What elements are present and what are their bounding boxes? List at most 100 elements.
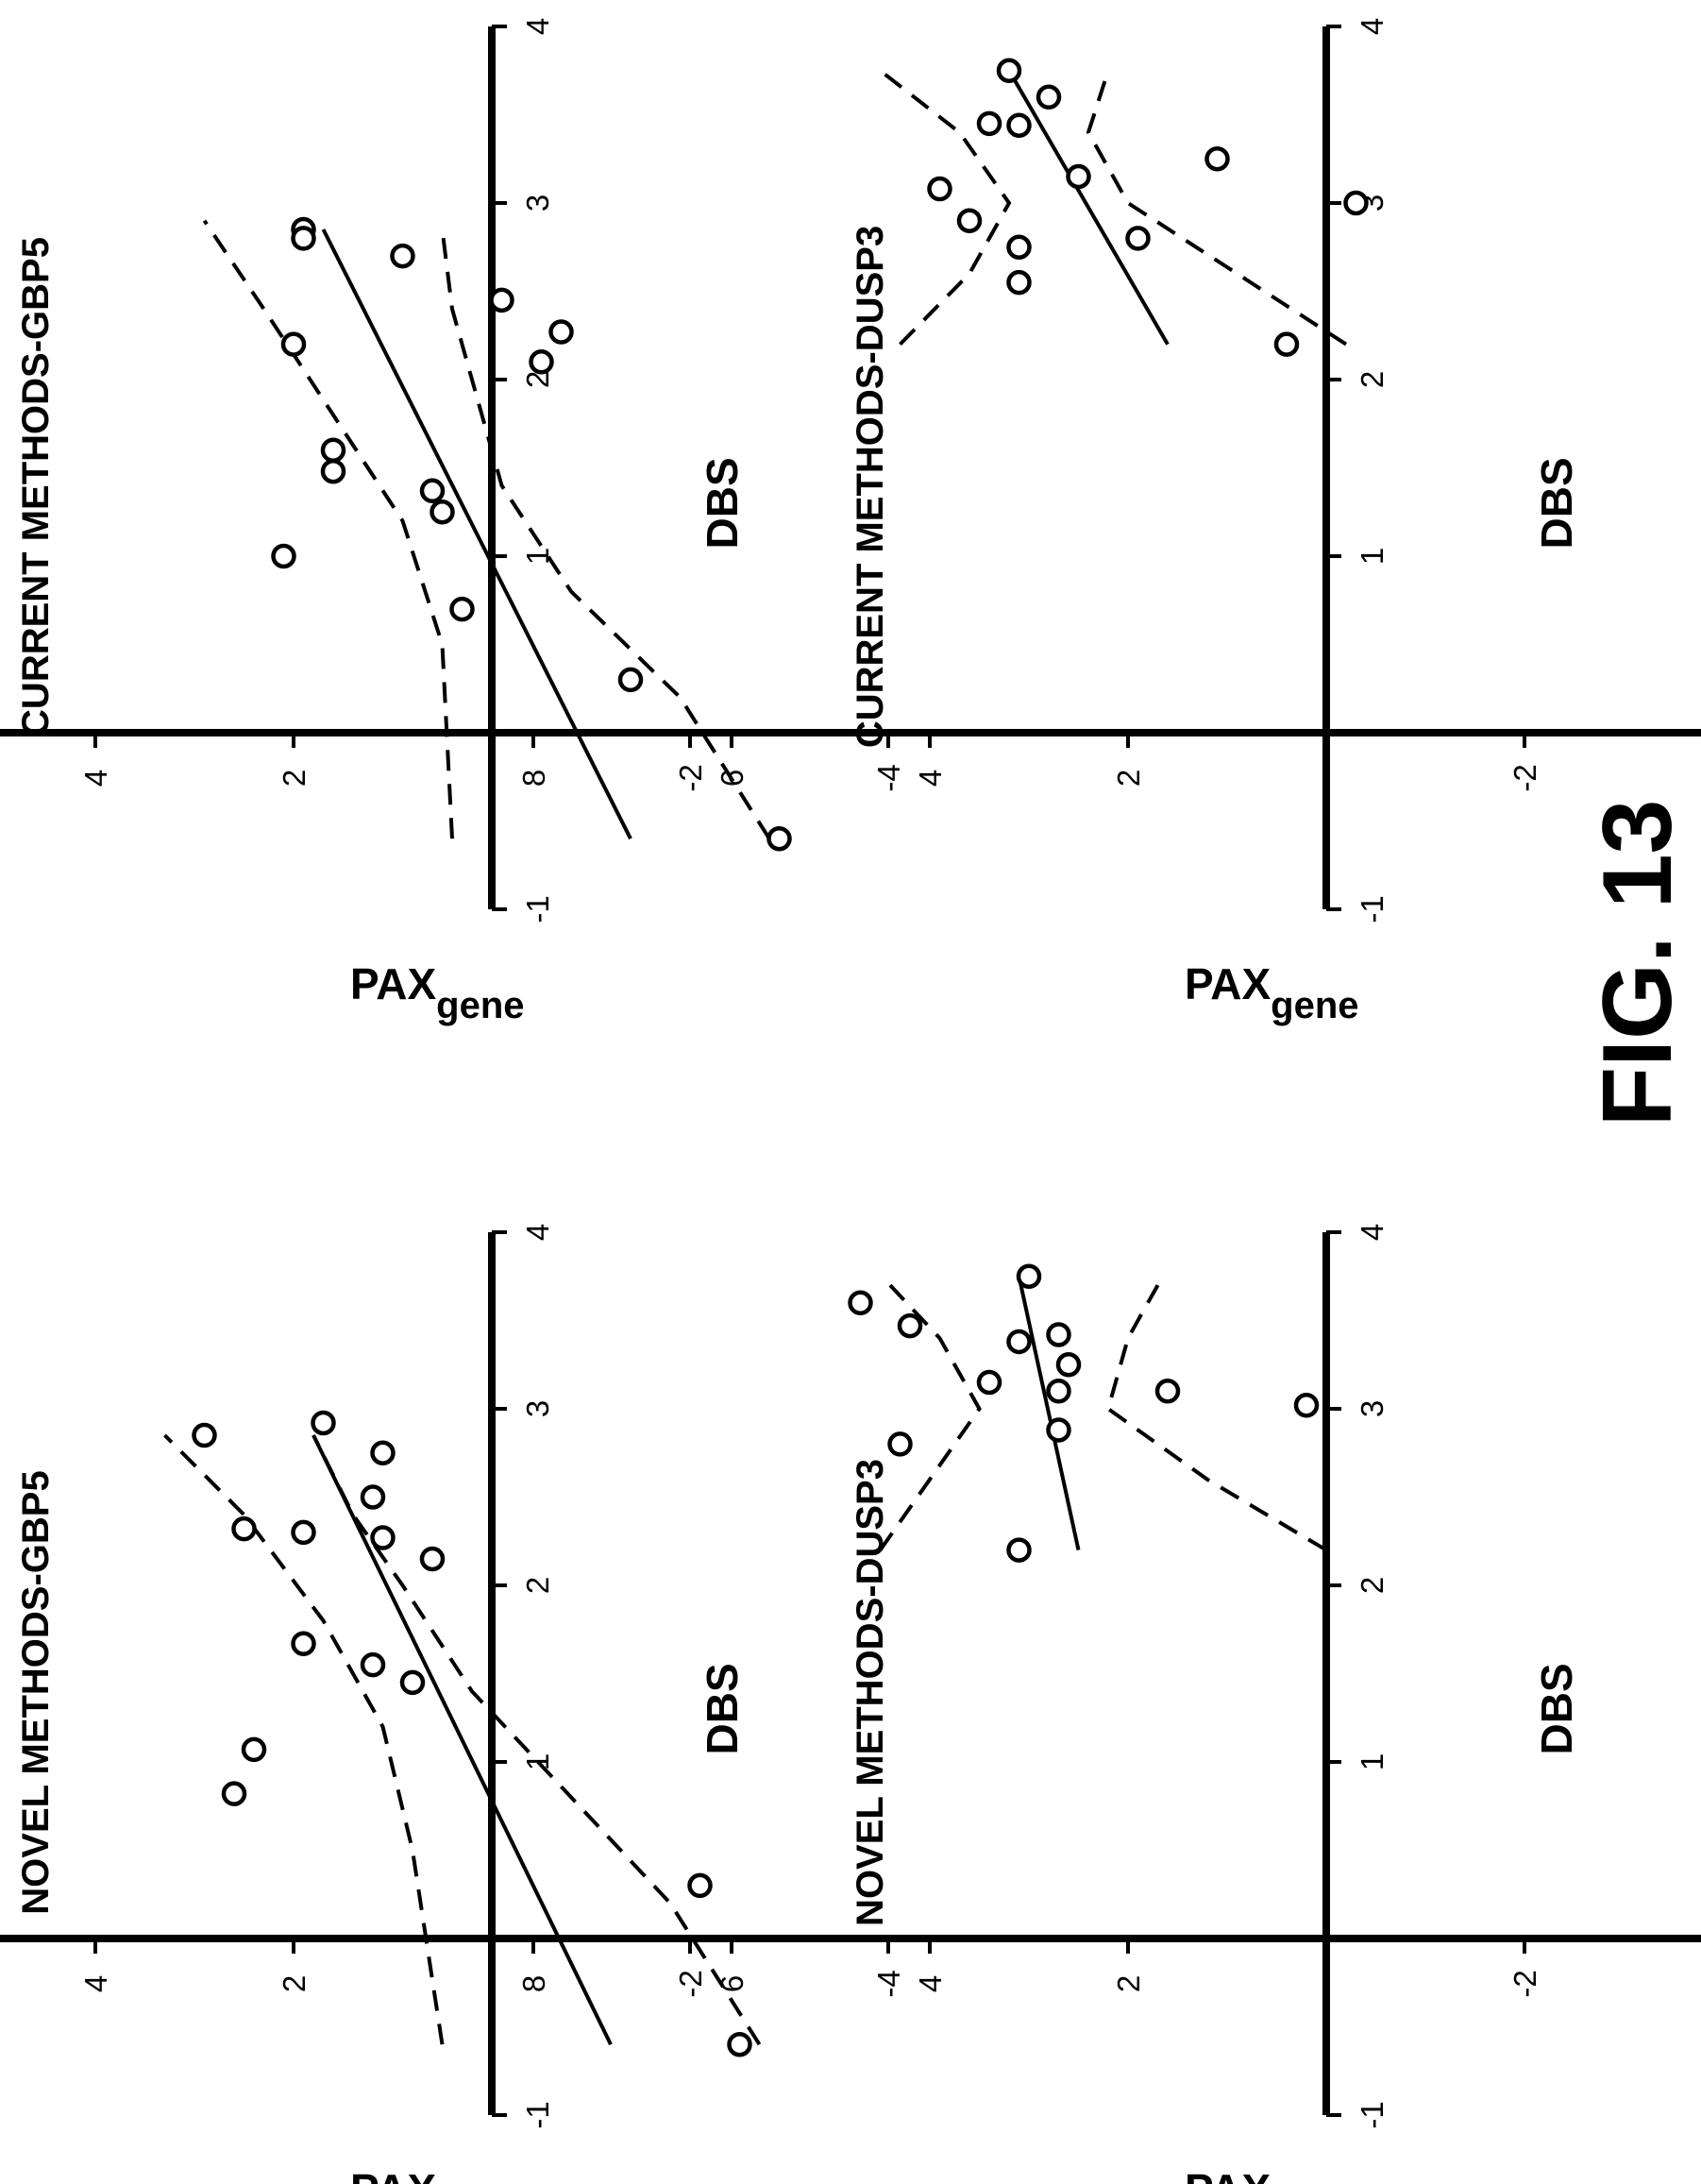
x-tick-label: -1 <box>520 2101 555 2128</box>
data-point <box>1046 1379 1071 1404</box>
ci-upper <box>202 219 454 839</box>
data-point <box>399 1669 426 1696</box>
data-point <box>976 110 1002 137</box>
ci-lower <box>312 1434 762 2046</box>
ci-upper <box>878 1283 982 1551</box>
ci-lower <box>1105 1284 1328 1552</box>
y-tick-label: -2 <box>673 1970 708 1997</box>
panel-title: NOVEL METHODS-DUSP3 <box>850 1459 891 1926</box>
x-axis-label: DBS <box>1532 1663 1581 1754</box>
y-tick-label: 4 <box>78 1975 113 1992</box>
x-tick-label: -1 <box>1355 895 1389 923</box>
data-point <box>1006 1537 1032 1563</box>
x-tick-label: -1 <box>520 895 555 923</box>
data-point <box>1006 234 1032 260</box>
fit-line <box>321 229 632 840</box>
x-tick-label: 2 <box>1355 1577 1389 1594</box>
data-point <box>241 1736 267 1763</box>
x-tick-label: 3 <box>520 1400 555 1417</box>
ci-upper <box>163 1433 445 2045</box>
data-point <box>927 176 952 202</box>
data-point <box>449 596 475 622</box>
y-tick-label: 6 <box>715 770 749 787</box>
x-tick-label: 4 <box>520 18 555 35</box>
data-point <box>996 58 1022 83</box>
data-point <box>1204 146 1230 172</box>
data-point <box>429 499 455 525</box>
data-point <box>1066 163 1091 190</box>
x-tick-label: 3 <box>1355 1400 1389 1417</box>
x-tick-label: 2 <box>1355 371 1389 388</box>
data-point <box>291 1519 316 1546</box>
x-tick-label: 4 <box>1355 18 1389 35</box>
ci-lower <box>1086 70 1348 347</box>
data-point <box>390 243 415 269</box>
data-point <box>360 1484 386 1510</box>
x-tick-label: 1 <box>1355 1753 1389 1770</box>
data-point <box>1036 84 1062 110</box>
data-point <box>1293 1393 1320 1418</box>
data-point <box>727 2031 752 2057</box>
y-axis-label: PAXgene <box>1185 959 1359 1026</box>
data-point <box>231 1515 257 1542</box>
data-point <box>291 1631 316 1656</box>
x-axis-label: DBS <box>698 1663 747 1754</box>
data-point <box>1154 1379 1181 1404</box>
data-point <box>1055 1352 1082 1378</box>
x-tick-label: 4 <box>1355 1224 1389 1241</box>
data-point <box>956 208 983 233</box>
panel-title: NOVEL METHODS-GBP5 <box>15 1470 57 1914</box>
data-point <box>192 1422 217 1448</box>
data-point <box>548 319 574 345</box>
data-point <box>360 1651 386 1678</box>
panel-2: -1 1 2 3 4 8 6 4 2 -2 -4 CURRENT METHODS-GBP5 DBS PAX… <box>0 18 906 1026</box>
panel-4: -1 1 2 3 4 8 6 4 2 -2 -4 CURRENT METHODS-DUSP3 DBS PA… <box>516 18 1701 1026</box>
data-point <box>1006 1329 1032 1355</box>
fit-line <box>1007 69 1170 346</box>
x-tick-label: 3 <box>520 195 555 212</box>
data-point <box>221 1781 247 1806</box>
data-point <box>897 1312 923 1339</box>
ci-lower <box>440 229 771 840</box>
y-axis-label: PAXgene <box>350 2165 525 2184</box>
data-point <box>529 349 554 375</box>
data-point <box>320 458 346 484</box>
data-point <box>887 1431 913 1457</box>
y-axis-label: PAXgene <box>350 959 525 1026</box>
data-point <box>370 1440 396 1465</box>
y-tick-label: -2 <box>1507 1970 1542 1997</box>
y-tick-label: 2 <box>277 1975 312 1992</box>
fit-line <box>1017 1276 1081 1551</box>
x-axis-label: DBS <box>1532 457 1581 549</box>
fit-line <box>312 1434 613 2046</box>
data-point <box>1016 1263 1042 1289</box>
data-point <box>280 331 307 357</box>
y-tick-label: 2 <box>1111 1975 1146 1992</box>
x-tick-label: 1 <box>520 548 555 565</box>
y-tick-label: -4 <box>871 1970 906 1997</box>
y-tick-label: 4 <box>78 770 113 787</box>
x-tick-label: 2 <box>520 371 555 388</box>
x-tick-label: 1 <box>1355 548 1389 565</box>
x-axis-label: DBS <box>698 457 747 549</box>
y-tick-label: 4 <box>913 770 948 787</box>
y-tick-label: -2 <box>673 764 708 791</box>
figure-label: FIG. 13 <box>1583 800 1693 1127</box>
data-point <box>419 1546 446 1572</box>
panel-title: CURRENT METHODS-DUSP3 <box>850 226 891 748</box>
data-point <box>419 478 446 504</box>
y-axis-label: PAXgene <box>1185 2165 1359 2184</box>
data-point <box>766 825 792 852</box>
data-point <box>1343 190 1369 216</box>
data-point <box>271 543 296 569</box>
x-tick-label: -1 <box>1355 2101 1389 2128</box>
data-point <box>1125 226 1151 251</box>
x-tick-label: 2 <box>520 1577 555 1594</box>
data-point <box>1006 112 1032 138</box>
data-point <box>489 287 514 313</box>
data-point <box>370 1525 396 1550</box>
data-point <box>320 437 346 464</box>
data-point <box>1046 1417 1071 1443</box>
data-point <box>1273 331 1300 357</box>
